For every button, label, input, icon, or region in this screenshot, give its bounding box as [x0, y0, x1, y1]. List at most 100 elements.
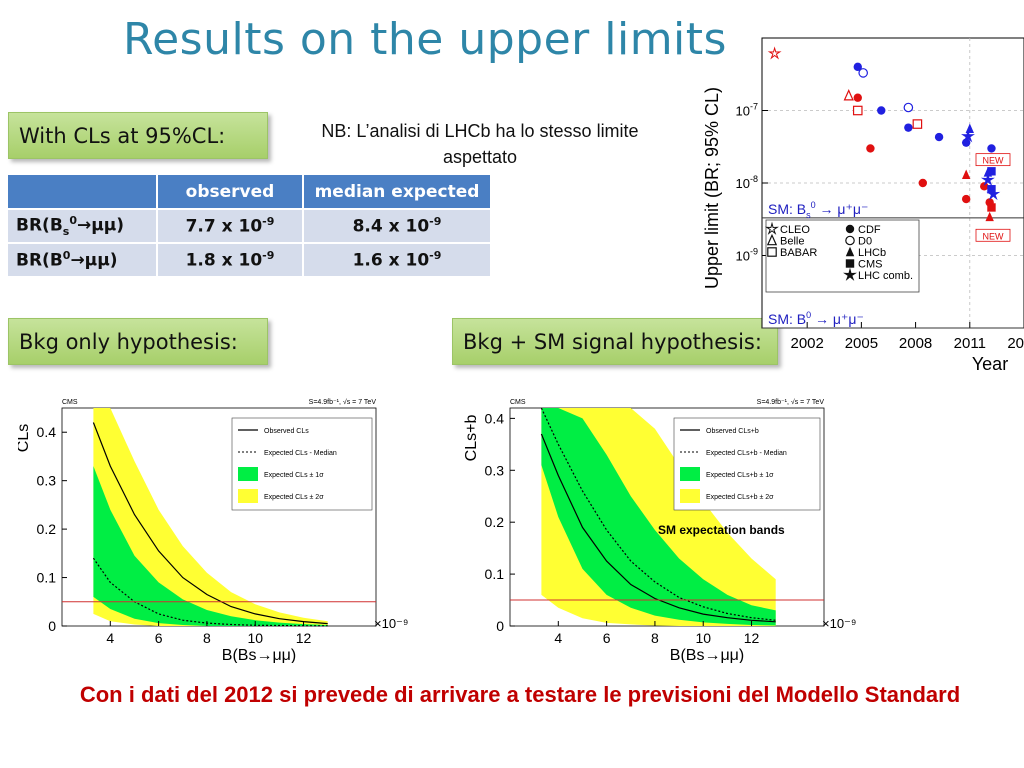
- y-tick-label: 0.3: [37, 473, 57, 489]
- experiment-label: CMS: [62, 399, 78, 406]
- x-tick-label: 2011: [954, 335, 986, 352]
- sm-prediction-label: SM: Bs0 → μ⁺μ⁻: [768, 200, 868, 220]
- observed-curve: [92, 422, 328, 625]
- x-tick-label: 2014: [1007, 335, 1024, 352]
- expected-median-curve: [540, 407, 776, 621]
- x-tick-label: 4: [106, 630, 114, 646]
- observed-curve: [540, 433, 776, 623]
- legend-label: CDF: [858, 224, 881, 236]
- legend-label: CMS: [858, 259, 882, 271]
- legend-band-swatch: [680, 467, 700, 481]
- legend-marker: [843, 267, 857, 281]
- y-tick-label: 0.4: [485, 410, 505, 426]
- legend-band-swatch: [238, 467, 258, 481]
- sm-prediction-label: SM: B0 → μ⁺μ⁻: [768, 310, 864, 327]
- data-point-lhc-comb-: [961, 129, 975, 143]
- bkg-sm-box: Bkg + SM signal hypothesis:: [452, 318, 778, 365]
- bkg-sm-box-label: Bkg + SM signal hypothesis:: [463, 329, 762, 354]
- new-tag: [975, 228, 1011, 242]
- data-point-babar: [912, 119, 923, 129]
- data-point-cdf: [961, 194, 971, 204]
- bkg-only-box: Bkg only hypothesis:: [8, 318, 268, 365]
- cls-box: With CLs at 95%CL:: [8, 112, 268, 159]
- x-tick-label: 2008: [899, 335, 932, 352]
- y-axis-label: CLs: [18, 424, 32, 452]
- legend-label: Expected CLs+b ± 1σ: [706, 472, 774, 479]
- y-tick-label: 0.1: [37, 570, 57, 586]
- x-multiplier: ×10⁻⁹: [374, 616, 408, 631]
- results-table: observed median expected BR(Bs0→μμ) 7.7 …: [6, 173, 492, 278]
- legend-marker: [845, 246, 855, 257]
- data-point-cdf: [853, 93, 862, 102]
- x-axis-label: Year: [972, 354, 1008, 374]
- data-point-lhcb: [985, 211, 994, 222]
- table-cell-observed: 7.7 x 10-9: [158, 210, 302, 242]
- legend-marker: [845, 224, 855, 234]
- x-tick-label: 10: [247, 630, 263, 646]
- legend-label: Observed CLs: [264, 428, 309, 435]
- energy-label: S=4.9fb⁻¹, √s = 7 TeV: [309, 398, 377, 406]
- data-point-cdf: [904, 123, 913, 132]
- x-tick-label: 12: [296, 630, 312, 646]
- expected-exp: -9: [429, 249, 442, 263]
- legend-band-swatch: [238, 489, 258, 503]
- x-tick-label: 2002: [790, 335, 823, 352]
- legend-label: Expected CLs+b - Median: [706, 450, 787, 457]
- expected-value: 8.4 x 10: [352, 216, 430, 237]
- legend-marker: [767, 247, 777, 257]
- table-cell-process: BR(Bs0→μμ): [8, 210, 156, 242]
- data-point-d0: [903, 102, 914, 113]
- x-tick-label: 10: [695, 630, 711, 646]
- legend-label: Expected CLs - Median: [264, 450, 337, 457]
- x-axis-label: B(Bs→μμ): [670, 647, 744, 663]
- data-point-babar: [852, 105, 863, 116]
- band-1sigma: [93, 466, 328, 626]
- x-tick-label: 8: [651, 630, 659, 646]
- data-point-cdf: [961, 138, 971, 147]
- x-axis-label: B(Bs→μμ): [222, 647, 296, 663]
- legend-label: BABAR: [780, 247, 817, 259]
- legend-frame: [765, 219, 920, 293]
- process-label: BR(B: [16, 215, 63, 236]
- y-tick-label: 10-9: [736, 247, 758, 264]
- y-axis-label: Upper limit (BR; 95% CL): [702, 87, 722, 289]
- table-header: median expected: [304, 175, 490, 208]
- legend-label: D0: [858, 236, 872, 248]
- legend-label: Expected CLs+b ± 2σ: [706, 494, 774, 501]
- data-point-cleo: [767, 46, 782, 60]
- footer-text: Con i dati del 2012 si prevede di arriva…: [79, 682, 961, 707]
- table-cell-observed: 1.8 x 10-9: [158, 244, 302, 276]
- x-multiplier: ×10⁻⁹: [822, 616, 856, 631]
- x-tick-label: 4: [554, 630, 562, 646]
- y-tick-label: 0.2: [485, 514, 505, 530]
- table-header: observed: [158, 175, 302, 208]
- observed-value: 1.8 x 10: [185, 250, 263, 271]
- legend-label: Expected CLs ± 1σ: [264, 472, 324, 479]
- y-tick-label: 10-8: [736, 174, 758, 191]
- process-sup: 0: [69, 213, 77, 227]
- slide-title: Results on the upper limits: [123, 14, 727, 65]
- x-tick-label: 8: [203, 630, 211, 646]
- table-row: BR(Bs0→μμ) 7.7 x 10-9 8.4 x 10-9: [8, 210, 490, 242]
- legend-label: CLEO: [780, 224, 810, 236]
- observed-exp: -9: [262, 215, 275, 229]
- y-tick-label: 0: [48, 618, 56, 634]
- data-point-lhcb: [961, 169, 971, 179]
- legend-marker: [766, 233, 778, 246]
- data-point-cdf: [987, 167, 996, 176]
- expected-exp: -9: [429, 215, 442, 229]
- y-tick-label: 0.3: [485, 462, 505, 478]
- data-point-cdf: [853, 62, 862, 72]
- band-2sigma: [93, 408, 328, 626]
- legend-label: LHCb: [858, 247, 886, 259]
- y-tick-label: 0.2: [37, 521, 57, 537]
- y-tick-label: 0.1: [485, 566, 505, 582]
- process-sub: s: [62, 225, 70, 239]
- x-tick-label: 2005: [845, 335, 878, 352]
- x-tick-label: 6: [155, 630, 163, 646]
- lhcb-note: NB: L’analisi di LHCb ha lo stesso limit…: [321, 121, 639, 167]
- band-1sigma: [541, 408, 776, 626]
- table-cell-expected: 8.4 x 10-9: [304, 210, 490, 242]
- process-decay: →μμ): [70, 250, 118, 271]
